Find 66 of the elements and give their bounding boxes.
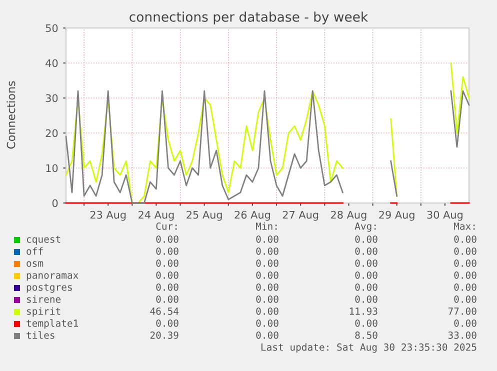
- text: 0.00: [355, 235, 378, 243]
- x-tick-label: 24 Aug: [138, 210, 174, 221]
- text: 0.00: [256, 271, 278, 279]
- x-tick-label: 30 Aug: [427, 210, 462, 221]
- text: 0.00: [454, 319, 476, 327]
- text: 0.00: [355, 283, 378, 291]
- y-tick-label: 10: [46, 164, 58, 172]
- x-tick-label: 25 Aug: [186, 210, 222, 221]
- text: 0.00: [454, 295, 476, 303]
- text: 0.00: [156, 283, 178, 291]
- text: 0.00: [256, 331, 278, 339]
- legend-label: panoramax: [26, 273, 78, 281]
- text: 0.00: [156, 259, 178, 267]
- text: 0.00: [256, 283, 278, 291]
- x-tick-label: 23 Aug: [90, 210, 126, 221]
- text: 11.93: [350, 307, 378, 315]
- text: Last update: Sat Aug 30 23:35:30 2025: [261, 343, 476, 353]
- text: 77.00: [448, 307, 476, 315]
- text: 0.00: [156, 295, 178, 303]
- text: 0.00: [156, 247, 178, 255]
- x-tick-label: 26 Aug: [234, 210, 270, 221]
- legend-label: spirit: [27, 307, 60, 317]
- y-axis-title: Connections: [6, 81, 16, 149]
- text: 20.39: [150, 331, 178, 339]
- text: Cur:: [156, 222, 177, 230]
- text: 0.00: [256, 307, 278, 315]
- text: 0.00: [156, 235, 178, 243]
- text: Min:: [256, 222, 277, 230]
- text: 0.00: [454, 247, 476, 255]
- legend-label: template1: [26, 319, 78, 329]
- legend-label: cquest: [26, 236, 60, 245]
- text: 0.00: [156, 319, 178, 327]
- text: 0.00: [156, 271, 178, 279]
- x-tick-label: 29 Aug: [379, 210, 414, 221]
- y-tick-label: 50: [46, 24, 58, 32]
- text: 0.00: [355, 319, 378, 327]
- text: Avg:: [354, 222, 376, 232]
- text: 0.00: [454, 235, 476, 243]
- y-tick-label: 40: [46, 59, 58, 68]
- text: 0.00: [256, 235, 278, 243]
- text: 0.00: [355, 271, 378, 279]
- text: 0.00: [256, 259, 278, 267]
- text: 0.00: [454, 259, 476, 267]
- y-tick-label: 20: [46, 129, 58, 138]
- y-tick-label: 30: [46, 94, 58, 102]
- text: 0.00: [256, 247, 278, 255]
- text: 33.00: [448, 331, 476, 339]
- legend-label: tiles: [26, 331, 54, 339]
- y-tick-label: 0: [52, 199, 58, 208]
- text: 8.50: [355, 331, 378, 339]
- x-tick-label: 28 Aug: [331, 210, 366, 221]
- text: 0.00: [256, 295, 278, 303]
- text: Max:: [454, 222, 475, 230]
- text: 0.00: [355, 259, 378, 267]
- x-tick-label: 27 Aug: [282, 210, 318, 221]
- text: 0.00: [355, 295, 378, 303]
- text: 46.54: [150, 307, 179, 315]
- legend-label: sirene: [27, 295, 61, 303]
- legend-label: osm: [26, 261, 44, 267]
- text: 0.00: [256, 319, 278, 327]
- legend-label: off: [26, 247, 43, 255]
- text: 0.00: [355, 247, 378, 255]
- text: 0.00: [454, 283, 476, 291]
- chart-title: connections per database - by week: [130, 12, 368, 24]
- legend-label: postgres: [26, 284, 72, 293]
- text: 0.00: [454, 271, 476, 279]
